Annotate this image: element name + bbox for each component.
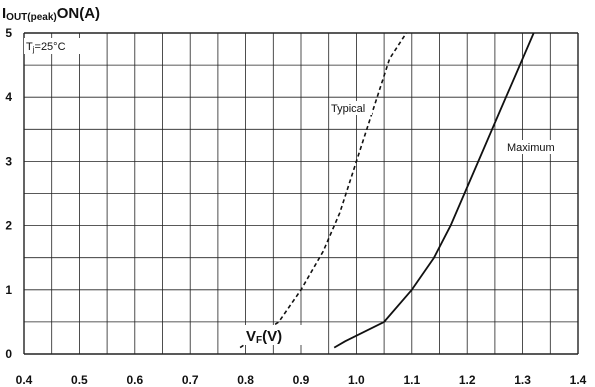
x-tick-label: 0.9 [293, 373, 310, 387]
x-tick-label: 1.2 [459, 373, 476, 387]
tick-labels: 0.4 0.5 0.6 0.7 0.8 0.9 1.0 1.1 1.2 1.3 1.4 0 1 2 3 4 5 [5, 26, 586, 387]
y-tick-label: 4 [5, 90, 12, 104]
x-tick-label: 0.5 [71, 373, 88, 387]
x-axis-label: VF(V) [246, 328, 282, 346]
x-tick-label: 0.4 [16, 373, 33, 387]
x-tick-label: 1.3 [514, 373, 531, 387]
y-tick-label: 3 [5, 154, 12, 168]
series-line-maximum [333, 32, 535, 349]
y-axis-label: IOUT(peak)ON(A) [2, 5, 100, 23]
x-tick-label: 1.4 [570, 373, 587, 387]
x-tick-label: 0.8 [237, 373, 254, 387]
x-tick-label: 1.1 [403, 373, 420, 387]
x-tick-label: 1.0 [348, 373, 365, 387]
series-line-typical [239, 32, 407, 349]
x-tick-label: 0.7 [182, 373, 199, 387]
grid-lines [23, 32, 579, 355]
y-tick-label: 0 [5, 347, 12, 361]
condition-label: Tj=25°C [26, 41, 66, 54]
series-label-maximum: Maximum [507, 142, 555, 154]
series-lines [239, 32, 535, 349]
y-tick-label: 1 [5, 283, 12, 297]
x-tick-label: 0.6 [126, 373, 143, 387]
y-tick-label: 5 [5, 26, 12, 40]
series-label-typical: Typical [331, 103, 365, 115]
y-tick-label: 2 [5, 219, 12, 233]
